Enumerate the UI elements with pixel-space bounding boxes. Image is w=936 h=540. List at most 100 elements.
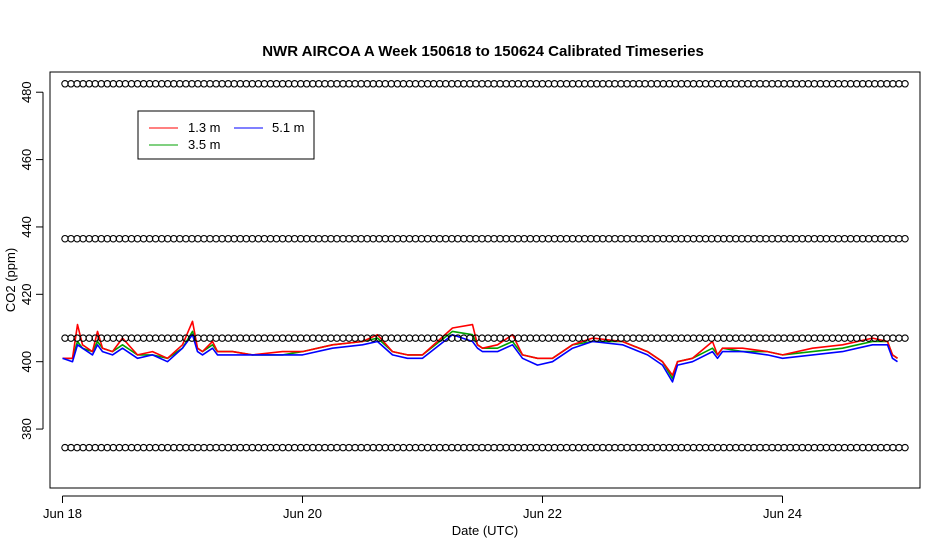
marker-point-0-92 xyxy=(617,443,625,452)
marker-point-2-129 xyxy=(840,234,849,243)
marker-point-2-50 xyxy=(363,234,371,243)
marker-point-2-14 xyxy=(145,234,154,243)
marker-point-0-19 xyxy=(176,443,184,452)
marker-point-2-8 xyxy=(109,234,118,243)
marker-point-2-83 xyxy=(562,234,571,243)
marker-point-0-46 xyxy=(339,443,347,452)
marker-point-0-64 xyxy=(448,443,456,452)
marker-point-2-86 xyxy=(580,234,589,243)
marker-point-3-57 xyxy=(405,80,414,88)
marker-point-0-99 xyxy=(659,443,668,452)
marker-point-1-117 xyxy=(768,334,776,342)
marker-point-2-110 xyxy=(725,234,734,243)
marker-point-0-23 xyxy=(200,443,208,452)
marker-point-3-119 xyxy=(780,80,788,88)
marker-point-3-100 xyxy=(665,80,674,88)
marker-point-2-81 xyxy=(550,234,559,243)
marker-point-1-77 xyxy=(526,334,535,342)
marker-point-3-78 xyxy=(532,80,541,88)
marker-point-2-76 xyxy=(520,234,529,243)
marker-point-0-116 xyxy=(762,443,770,452)
marker-point-2-21 xyxy=(188,234,196,243)
marker-point-0-15 xyxy=(151,443,160,452)
marker-point-0-62 xyxy=(435,443,444,452)
marker-point-3-124 xyxy=(810,80,819,88)
marker-point-3-125 xyxy=(816,80,825,88)
marker-point-1-14 xyxy=(145,334,154,342)
marker-point-3-30 xyxy=(242,80,251,88)
marker-point-2-23 xyxy=(200,234,208,243)
marker-point-2-78 xyxy=(532,234,541,243)
marker-point-1-99 xyxy=(659,334,668,342)
marker-point-2-82 xyxy=(556,234,565,243)
marker-point-1-80 xyxy=(544,334,553,342)
marker-point-1-122 xyxy=(798,334,807,342)
marker-point-1-36 xyxy=(278,334,287,342)
marker-point-1-115 xyxy=(756,334,764,342)
marker-point-2-107 xyxy=(707,234,716,243)
marker-point-2-10 xyxy=(121,234,130,243)
legend: 1.3 m 5.1 m 3.5 m xyxy=(137,110,315,160)
marker-point-1-84 xyxy=(568,334,577,342)
marker-point-2-75 xyxy=(514,234,522,243)
marker-point-0-83 xyxy=(562,443,571,452)
marker-point-0-55 xyxy=(393,443,402,452)
marker-point-2-73 xyxy=(502,234,510,243)
marker-point-2-62 xyxy=(435,234,444,243)
marker-point-0-20 xyxy=(182,443,190,452)
marker-point-1-13 xyxy=(139,334,148,342)
marker-point-3-106 xyxy=(701,80,710,88)
marker-point-2-98 xyxy=(653,234,661,243)
marker-point-0-120 xyxy=(786,443,794,452)
marker-point-2-72 xyxy=(496,234,504,243)
marker-point-2-27 xyxy=(224,234,232,243)
marker-point-2-80 xyxy=(544,234,553,243)
marker-point-1-43 xyxy=(321,334,329,342)
marker-point-0-91 xyxy=(611,443,619,452)
marker-point-1-19 xyxy=(176,334,184,342)
marker-point-3-102 xyxy=(677,80,686,88)
marker-point-2-35 xyxy=(272,234,281,243)
marker-point-3-103 xyxy=(683,80,692,88)
marker-point-2-106 xyxy=(701,234,710,243)
marker-point-1-28 xyxy=(230,334,238,342)
marker-point-1-60 xyxy=(423,334,432,342)
marker-point-0-122 xyxy=(798,443,807,452)
marker-point-0-125 xyxy=(816,443,825,452)
marker-point-3-114 xyxy=(750,80,758,88)
marker-point-0-124 xyxy=(810,443,819,452)
marker-point-3-55 xyxy=(393,80,402,88)
marker-point-1-56 xyxy=(399,334,408,342)
marker-point-0-4 xyxy=(85,443,93,452)
marker-point-0-22 xyxy=(194,443,202,452)
marker-point-3-12 xyxy=(133,80,142,88)
marker-point-0-29 xyxy=(236,443,245,452)
marker-point-1-107 xyxy=(707,334,716,342)
marker-point-3-13 xyxy=(139,80,148,88)
marker-point-3-50 xyxy=(363,80,371,88)
marker-point-0-36 xyxy=(278,443,287,452)
x-axis-label: Date (UTC) xyxy=(452,523,518,538)
marker-point-0-26 xyxy=(218,443,226,452)
marker-point-1-4 xyxy=(85,334,93,342)
marker-point-2-97 xyxy=(647,234,655,243)
marker-point-2-109 xyxy=(719,234,728,243)
marker-point-2-126 xyxy=(822,234,831,243)
x-tick-label-2: Jun 22 xyxy=(523,506,562,521)
marker-point-2-119 xyxy=(780,234,788,243)
marker-point-2-66 xyxy=(460,234,468,243)
marker-point-3-98 xyxy=(653,80,661,88)
marker-point-1-54 xyxy=(387,334,396,342)
marker-point-1-31 xyxy=(248,334,257,342)
marker-point-2-132 xyxy=(858,234,867,243)
marker-point-1-27 xyxy=(224,334,232,342)
marker-point-2-92 xyxy=(617,234,625,243)
marker-point-0-14 xyxy=(145,443,154,452)
marker-point-0-35 xyxy=(272,443,281,452)
marker-point-3-135 xyxy=(877,80,885,88)
marker-point-2-17 xyxy=(163,234,172,243)
marker-point-1-18 xyxy=(170,334,178,342)
marker-point-0-109 xyxy=(719,443,728,452)
marker-point-3-35 xyxy=(272,80,281,88)
marker-point-2-43 xyxy=(321,234,329,243)
